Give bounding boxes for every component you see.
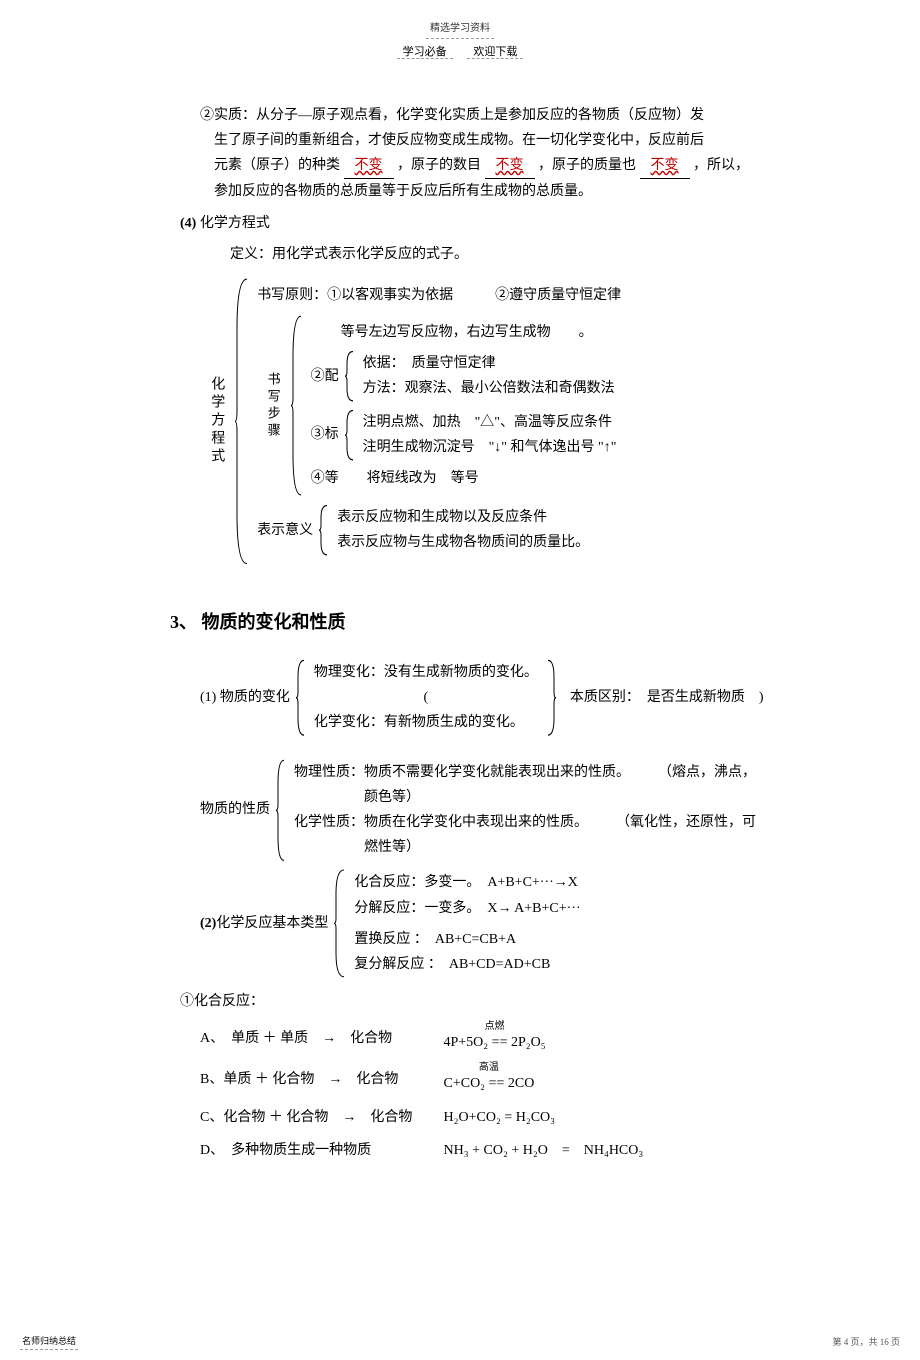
header-top: 精选学习资料 bbox=[40, 20, 880, 39]
step3-label: ③标 bbox=[311, 408, 343, 462]
write-rule: 书写原则：①以客观事实为依据 ②遵守质量守恒定律 bbox=[257, 283, 698, 308]
brace-steps bbox=[289, 314, 305, 497]
brace-step2 bbox=[343, 349, 357, 403]
combo-b-cond: 高温 bbox=[444, 1063, 535, 1073]
footer-right: 第 4 页，共 16 页 bbox=[832, 1334, 900, 1350]
brace-change bbox=[294, 658, 308, 738]
combo-a-label: A、 单质 ＋ 单质 → 化合物 bbox=[200, 1026, 440, 1051]
property-a2: 颜色等） bbox=[364, 785, 756, 810]
sec4-def: 定义：用化学式表示化学反应的式子。 bbox=[230, 242, 820, 267]
change-b: 化学变化：有新物质生成的变化。 bbox=[314, 710, 538, 735]
reaction-types-block: (2) 化学反应基本类型 化合反应：多变一。 A+B+C+···→X 分解反应：… bbox=[200, 868, 820, 979]
blank-3: 不变 bbox=[640, 153, 690, 179]
sec4-num: (4) bbox=[180, 216, 196, 231]
brace-change-right bbox=[544, 658, 558, 738]
property-block: 物质的性质 物理性质：物质不需要化学变化就能表现出来的性质。 （熔点，沸点， 颜… bbox=[200, 758, 820, 863]
property-b: 化学性质：物质在化学变化中表现出来的性质。 （氧化性，还原性，可 bbox=[294, 810, 756, 835]
step-2: ②配 依据： 质量守恒定律 方法：观察法、最小公倍数法和奇偶数法 bbox=[311, 349, 623, 403]
step-4: ④等 将短线改为 等号 bbox=[311, 466, 623, 491]
step2-content: 依据： 质量守恒定律 方法：观察法、最小公倍数法和奇偶数法 bbox=[357, 349, 621, 403]
heading-3: 3、 物质的变化和性质 bbox=[170, 606, 820, 638]
combo-row-c: C、化合物 ＋ 化合物 → 化合物 H₂O+CO₂ = H₂CO₃ bbox=[200, 1105, 820, 1130]
change-diff: 本质区别： 是否生成新物质 ) bbox=[558, 658, 768, 738]
sec4-title: 化学方程式 bbox=[200, 216, 270, 231]
heading3-num: 3、 bbox=[170, 612, 197, 632]
header-sub-right: 欢迎下载 bbox=[467, 46, 523, 59]
page-container: 精选学习资料 学习必备 欢迎下载 ②实质：从分子—原子观点看，化学变化实质上是参… bbox=[0, 0, 920, 1360]
step3-content: 注明点燃、加热 "△"、高温等反应条件 注明生成物沉淀号 "↓" 和气体逸出号 … bbox=[357, 408, 623, 462]
combo-row-a: A、 单质 ＋ 单质 → 化合物 点燃 4P+5O₂ == 2P₂O₅ bbox=[200, 1022, 820, 1055]
brace-reaction-types bbox=[332, 868, 348, 979]
combo-c-eq: H₂O+CO₂ = H₂CO₃ bbox=[444, 1110, 556, 1125]
essence-line4: 参加反应的各物质的总质量等于反应后所有生成物的总质量。 bbox=[214, 179, 820, 204]
step2-label: ②配 bbox=[311, 349, 343, 403]
change-content: 物理变化：没有生成新物质的变化。 ( 化学变化：有新物质生成的变化。 bbox=[308, 658, 544, 738]
change-num-label: (1) 物质的变化 bbox=[200, 658, 294, 738]
footer-left: 名师归纳总结 bbox=[20, 1333, 78, 1350]
para-essence: ②实质：从分子—原子观点看，化学变化实质上是参加反应的各物质（反应物）发 生了原… bbox=[200, 103, 820, 205]
property-a: 物理性质：物质不需要化学变化就能表现出来的性质。 （熔点，沸点， bbox=[294, 760, 756, 785]
essence-line3: 元素（原子）的种类 不变 ，原子的数目 不变 ，原子的质量也 不变 ，所以， bbox=[214, 153, 820, 179]
combo-title: ①化合反应： bbox=[180, 989, 820, 1014]
property-content: 物理性质：物质不需要化学变化就能表现出来的性质。 （熔点，沸点， 颜色等） 化学… bbox=[288, 758, 762, 863]
combo-c-label: C、化合物 ＋ 化合物 → 化合物 bbox=[200, 1105, 440, 1130]
brace-property bbox=[274, 758, 288, 863]
steps-block: 书写步骤 等号左边写反应物，右边写生成物 。 ②配 依据： 质量守恒定律 bbox=[257, 314, 698, 497]
combo-b-label: B、单质 ＋ 化合物 → 化合物 bbox=[200, 1067, 440, 1092]
brace-meaning bbox=[317, 503, 331, 557]
combo-d-label: D、 多种物质生成一种物质 bbox=[200, 1138, 440, 1163]
reaction-types-label: (2) 化学反应基本类型 bbox=[200, 868, 332, 979]
essence-line2: 生了原子间的重新组合，才使反应物变成生成物。在一切化学变化中，反应前后 bbox=[214, 128, 820, 153]
rtype-d: 复分解反应 ： AB+CD=AD+CB bbox=[354, 952, 580, 977]
combo-row-d: D、 多种物质生成一种物质 NH₃ + CO₂ + H₂O = NH₄HCO₃ bbox=[200, 1138, 820, 1163]
steps-content: 等号左边写反应物，右边写生成物 。 ②配 依据： 质量守恒定律 方法：观察法、最… bbox=[305, 314, 629, 497]
combo-a-cond: 点燃 bbox=[444, 1022, 546, 1032]
steps-label: 书写步骤 bbox=[257, 314, 288, 497]
property-label: 物质的性质 bbox=[200, 758, 274, 863]
step2-a: 依据： 质量守恒定律 bbox=[363, 351, 615, 376]
essence-line1: ②实质：从分子—原子观点看，化学变化实质上是参加反应的各物质（反应物）发 bbox=[200, 103, 820, 128]
vlabel-equation: 化学方程式 bbox=[200, 277, 233, 566]
header-sub: 学习必备 欢迎下载 bbox=[40, 43, 880, 63]
reaction-types-content: 化合反应：多变一。 A+B+C+···→X 分解反应：一变多。 X→ A+B+C… bbox=[348, 868, 586, 979]
equation-tree-body: 书写原则：①以客观事实为依据 ②遵守质量守恒定律 书写步骤 等号左边写反应物，右… bbox=[251, 277, 704, 566]
property-b2: 燃性等） bbox=[364, 835, 756, 860]
step2-b: 方法：观察法、最小公倍数法和奇偶数法 bbox=[363, 376, 615, 401]
meaning-a: 表示反应物和生成物以及反应条件 bbox=[337, 505, 589, 530]
combo-row-b: B、单质 ＋ 化合物 → 化合物 高温 C+CO₂ == 2CO bbox=[200, 1063, 820, 1096]
step-3: ③标 注明点燃、加热 "△"、高温等反应条件 注明生成物沉淀号 "↓" 和气体逸… bbox=[311, 408, 623, 462]
combo-a-eq: 点燃 4P+5O₂ == 2P₂O₅ bbox=[444, 1022, 546, 1055]
header-top-text: 精选学习资料 bbox=[426, 20, 494, 39]
main-content: ②实质：从分子—原子观点看，化学变化实质上是参加反应的各物质（反应物）发 生了原… bbox=[200, 103, 820, 1163]
rtype-b: 分解反应：一变多。 X→ A+B+C+··· bbox=[354, 896, 580, 921]
rtype-a: 化合反应：多变一。 A+B+C+···→X bbox=[354, 870, 580, 895]
blank-1: 不变 bbox=[344, 153, 394, 179]
combo-b-eq: 高温 C+CO₂ == 2CO bbox=[444, 1063, 535, 1096]
meaning-label: 表示意义 bbox=[257, 503, 317, 557]
brace-main bbox=[233, 277, 251, 566]
rtype-c: 置换反应 ： AB+C=CB+A bbox=[354, 927, 580, 952]
change-block: (1) 物质的变化 物理变化：没有生成新物质的变化。 ( 化学变化：有新物质生成… bbox=[200, 658, 820, 738]
step3-a: 注明点燃、加热 "△"、高温等反应条件 bbox=[363, 410, 617, 435]
step-1: 等号左边写反应物，右边写生成物 。 bbox=[341, 320, 623, 345]
combo-d-eq: NH₃ + CO₂ + H₂O = NH₄HCO₃ bbox=[444, 1143, 644, 1158]
change-a: 物理变化：没有生成新物质的变化。 bbox=[314, 660, 538, 685]
equation-tree: 化学方程式 书写原则：①以客观事实为依据 ②遵守质量守恒定律 书写步骤 等号左边… bbox=[200, 277, 820, 566]
meaning-block: 表示意义 表示反应物和生成物以及反应条件 表示反应物与生成物各物质间的质量比。 bbox=[257, 503, 698, 557]
section-4: (4) 化学方程式 bbox=[180, 211, 820, 236]
step3-b: 注明生成物沉淀号 "↓" 和气体逸出号 "↑" bbox=[363, 435, 617, 460]
heading3-title: 物质的变化和性质 bbox=[202, 612, 346, 632]
meaning-b: 表示反应物与生成物各物质间的质量比。 bbox=[337, 530, 589, 555]
meaning-content: 表示反应物和生成物以及反应条件 表示反应物与生成物各物质间的质量比。 bbox=[331, 503, 595, 557]
brace-step3 bbox=[343, 408, 357, 462]
change-mid: ( bbox=[314, 685, 538, 710]
header-sub-left: 学习必备 bbox=[397, 46, 453, 59]
blank-2: 不变 bbox=[485, 153, 535, 179]
